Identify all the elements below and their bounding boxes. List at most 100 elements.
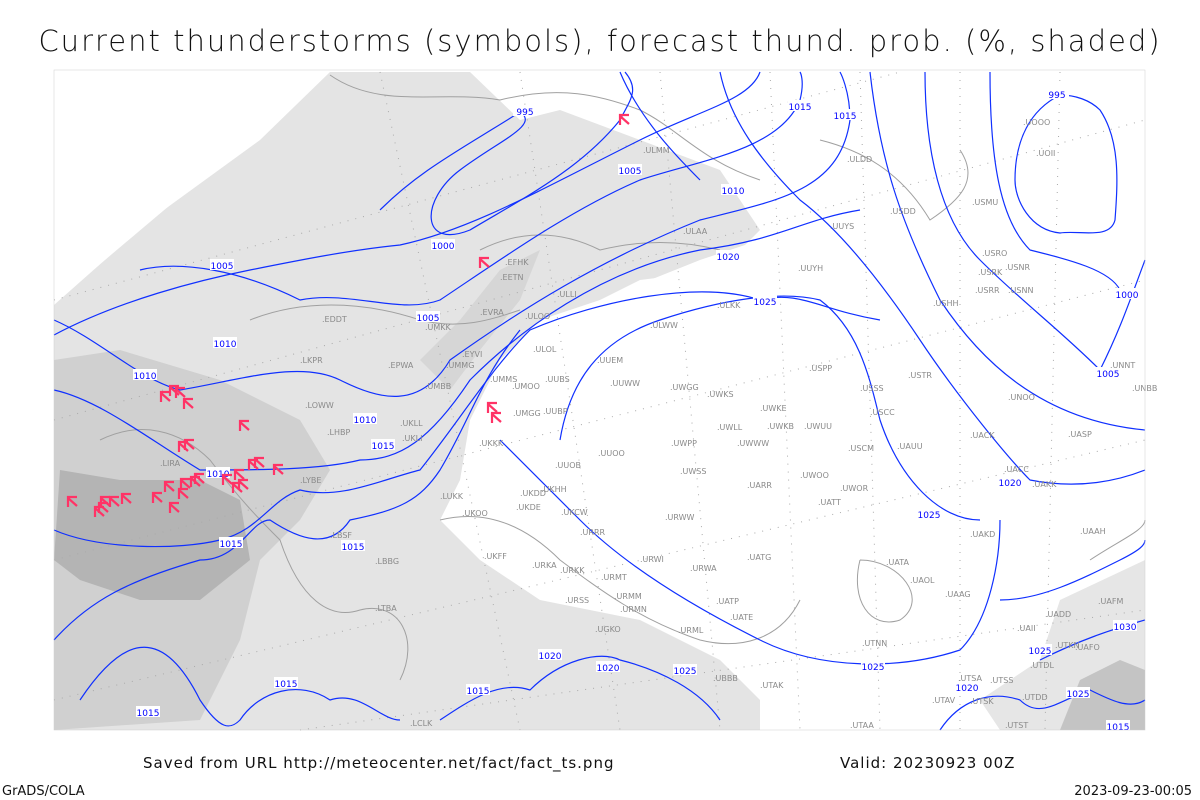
- station-label: .EDDT: [322, 315, 347, 324]
- isobar-label-bg: [1096, 367, 1120, 378]
- thunderstorm-icon: [168, 384, 180, 396]
- station-label: .LHBP: [327, 428, 351, 437]
- station-label: .ULLI: [557, 290, 577, 299]
- station-label: .USRO: [982, 249, 1007, 258]
- isobar-label: 1005: [1097, 370, 1120, 380]
- station-label: .LOWW: [305, 401, 334, 410]
- thunderstorm-icon: [177, 487, 189, 499]
- isobar-label-bg: [1066, 687, 1090, 698]
- thunderstorm-icon: [163, 480, 175, 492]
- station-label: .UATE: [730, 613, 753, 622]
- software-credit: GrADS/COLA: [2, 784, 85, 799]
- thunder-prob-mid-baltic: [420, 250, 540, 390]
- station-label: .UUBS: [545, 375, 570, 384]
- thunderstorm-icon: [66, 495, 78, 507]
- station-label: .UWWW: [737, 439, 769, 448]
- thunderstorm-icon: [93, 505, 105, 517]
- station-label: .LCLK: [410, 719, 433, 728]
- station-label: .UWKE: [760, 404, 787, 413]
- isobar-label: 1015: [275, 680, 298, 690]
- thunderstorm-icon: [151, 491, 163, 503]
- station-label: .EVRA: [480, 308, 504, 317]
- graticule-line: [53, 439, 1146, 701]
- station-label: .UTAV: [932, 696, 956, 705]
- station-label: .UWGG: [670, 383, 699, 392]
- isobar-label: 1005: [417, 314, 440, 324]
- thunderstorm-icon: [486, 401, 498, 413]
- thunderstorm-icon: [120, 492, 132, 504]
- station-label: .USCC: [870, 408, 895, 417]
- isobar-label: 1025: [1067, 690, 1090, 700]
- station-label: .UTSS: [990, 676, 1013, 685]
- thunderstorm-icon: [618, 113, 630, 125]
- station-label: .USRR: [975, 286, 1000, 295]
- thunderstorm-icon: [478, 256, 490, 268]
- thunderstorm-icon: [183, 438, 195, 450]
- isobar-label: 1015: [220, 540, 243, 550]
- isobar-label-bg: [1045, 88, 1069, 99]
- station-label: .URWA: [690, 564, 717, 573]
- station-label: .UUYS: [830, 222, 854, 231]
- source-url-text: Saved from URL http://meteocenter.net/fa…: [143, 754, 615, 772]
- isobar-label-bg: [213, 337, 237, 348]
- station-label: .USNR: [1005, 263, 1030, 272]
- station-label: .UUBP: [543, 407, 568, 416]
- station-label: .URWI: [640, 555, 664, 564]
- station-label: .LUKK: [440, 492, 464, 501]
- thunderstorm-icon: [182, 397, 194, 409]
- station-label: .URMT: [601, 573, 627, 582]
- isobar-label-bg: [210, 259, 234, 270]
- isobar-label-bg: [431, 239, 455, 250]
- station-label: .ULAA: [683, 227, 708, 236]
- graticule-line: [769, 71, 801, 731]
- station-label: .UMMS: [490, 375, 517, 384]
- thunderstorm-icon: [253, 456, 265, 468]
- isobar-label-bg: [861, 660, 885, 671]
- isobar-label-bg: [538, 649, 562, 660]
- isobars: [53, 71, 1146, 731]
- valid-time: Valid: 20230923 00Z: [840, 754, 1016, 772]
- isobar-label: 1015: [467, 687, 490, 697]
- isobar-label-bg: [596, 661, 620, 672]
- station-label: .UWKB: [767, 422, 794, 431]
- isobar-label: 1010: [354, 416, 377, 426]
- station-label: .UTSA: [958, 674, 983, 683]
- isobar-label-bg: [416, 311, 440, 322]
- thunderstorm-icon: [490, 411, 502, 423]
- isobar-label-bg: [341, 540, 365, 551]
- isobar-label: 1015: [789, 103, 812, 113]
- isobar-label-bg: [513, 105, 537, 116]
- station-label: .ULWW: [650, 321, 678, 330]
- isobar-label: 1025: [674, 667, 697, 677]
- station-label: .UMOO: [512, 382, 540, 391]
- thunderstorm-icon: [179, 477, 191, 489]
- station-label: .UWOR: [840, 484, 869, 493]
- station-label: .LBSF: [330, 531, 352, 540]
- isobar-label-bg: [1115, 288, 1139, 299]
- isobar-label: 1000: [1116, 291, 1139, 301]
- station-label: .LIRA: [160, 459, 181, 468]
- isobar-label: 1025: [1029, 647, 1052, 657]
- station-label: .UOII: [1036, 149, 1055, 158]
- isobar-label: 1015: [1107, 723, 1130, 733]
- station-label: .UTDL: [1030, 661, 1054, 670]
- station-label: .URSS: [565, 596, 589, 605]
- isobar-label: 1025: [862, 663, 885, 673]
- station-label: .UNBB: [1132, 384, 1157, 393]
- isobar-label: 1020: [539, 652, 562, 662]
- station-label: .LYBE: [300, 476, 321, 485]
- isobar-label: 1025: [918, 511, 941, 521]
- isobar-label-bg: [716, 250, 740, 261]
- station-label: .EPWA: [388, 361, 414, 370]
- station-label: .UWLL: [717, 423, 743, 432]
- station-label: .USDD: [890, 207, 916, 216]
- isobar-label-bg: [1113, 620, 1137, 631]
- isobar-label: 1015: [137, 709, 160, 719]
- station-label: .UWOO: [800, 471, 829, 480]
- isobar-label: 1020: [956, 684, 979, 694]
- station-label: .UKLI: [402, 434, 422, 443]
- isobar-label: 1015: [834, 112, 857, 122]
- station-label: .UKFF: [484, 552, 507, 561]
- station-label: .UAFO: [1075, 643, 1100, 652]
